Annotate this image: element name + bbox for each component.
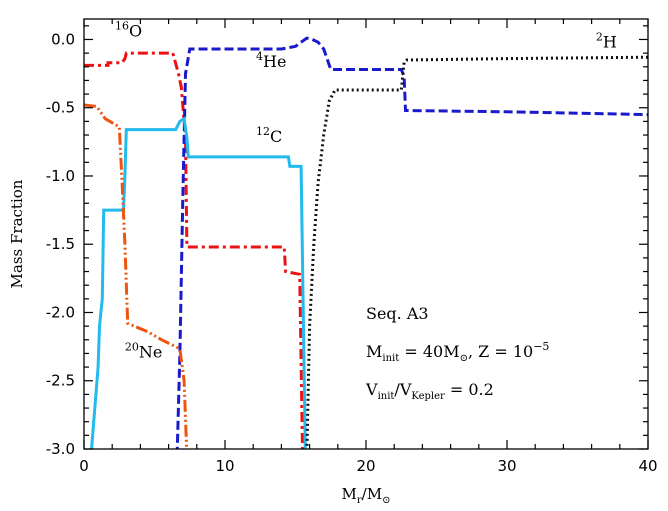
annotation-rotation: Vinit/VKepler = 0.2 — [365, 380, 494, 402]
ticks-layer — [83, 19, 649, 450]
x-axis-title: Mr/M⊙ — [342, 485, 391, 506]
series-line-20Ne — [84, 103, 189, 449]
species-label-4He: 4He — [256, 50, 286, 71]
annotation-block: Seq. A3 Minit = 40M⊙, Z = 10−5 Vinit/VKe… — [365, 304, 549, 402]
y-tick-label: -2.5 — [46, 372, 75, 390]
annotation-mass-metallicity: Minit = 40M⊙, Z = 10−5 — [366, 340, 549, 364]
y-tick-label: -1.5 — [46, 235, 75, 253]
annotation-sequence: Seq. A3 — [366, 304, 429, 323]
species-labels: 16O 4He 12C 20Ne 2H — [115, 20, 617, 362]
series-line-16O — [84, 51, 304, 449]
x-tick-label: 40 — [638, 457, 657, 475]
y-axis-title: Mass Fraction — [8, 179, 26, 288]
y-tick-label: -0.5 — [46, 99, 75, 117]
y-tick-label: 0.0 — [51, 30, 75, 48]
series-layer — [84, 36, 648, 449]
species-label-16O: 16O — [115, 20, 142, 41]
series-line-12C — [90, 116, 307, 449]
x-tick-label: 20 — [356, 457, 375, 475]
x-tick-label: 10 — [215, 457, 234, 475]
labels-layer: 0 10 20 30 40 0.0 -0.5 -1.0 -1.5 -2.0 -2.5 -3.0 — [46, 30, 658, 475]
y-tick-label: -2.0 — [46, 303, 75, 321]
series-line-4He — [175, 36, 648, 449]
species-label-2H: 2H — [596, 31, 617, 52]
species-label-20Ne: 20Ne — [125, 341, 162, 362]
x-tick-label: 30 — [497, 457, 516, 475]
species-label-12C: 12C — [256, 125, 282, 146]
x-tick-label: 0 — [79, 457, 89, 475]
y-tick-label: -3.0 — [46, 440, 75, 458]
y-tick-label: -1.0 — [46, 167, 75, 185]
